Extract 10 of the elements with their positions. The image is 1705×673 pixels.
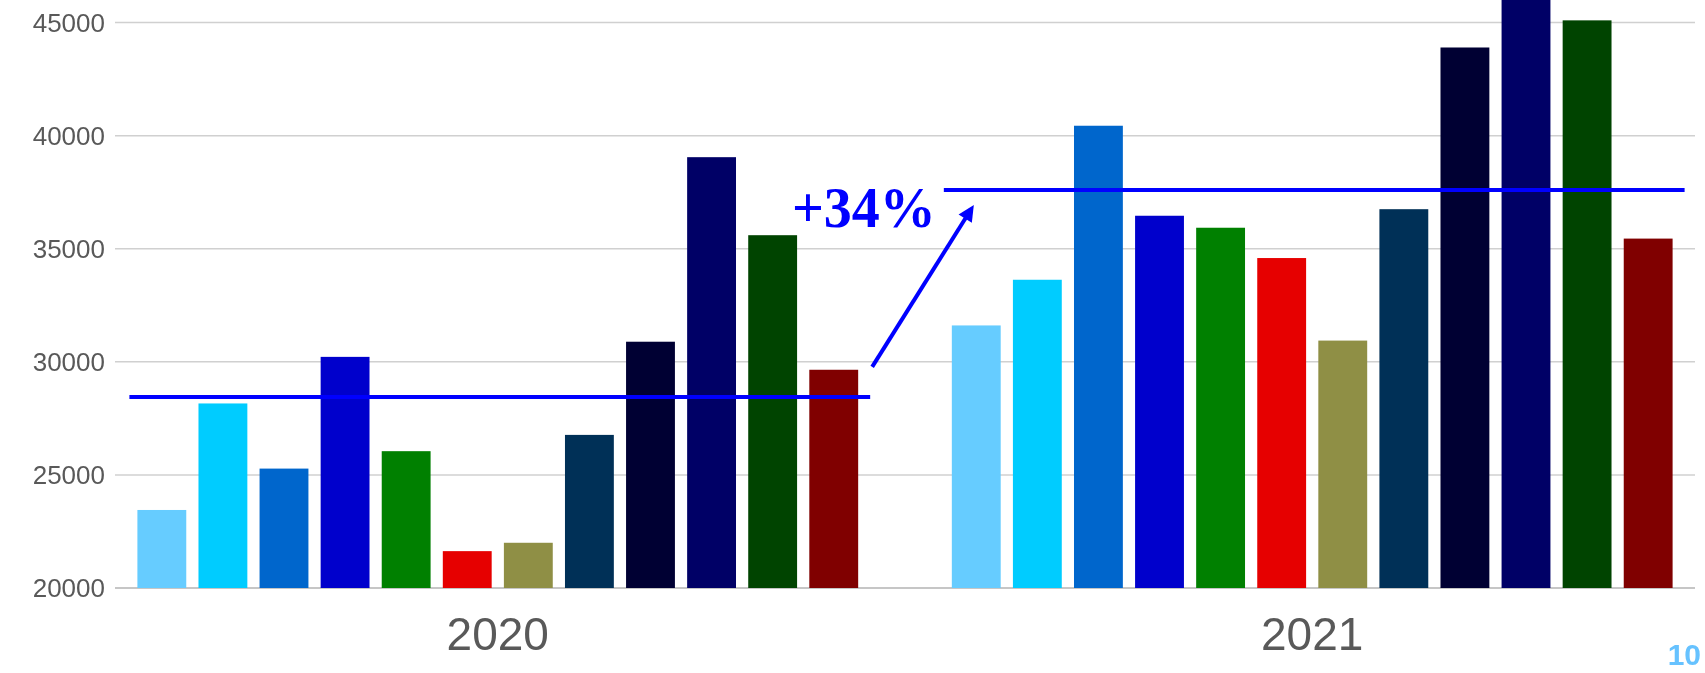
y-tick-label: 20000 [32,573,105,604]
y-tick-label: 25000 [32,460,105,491]
y-tick-label: 35000 [32,233,105,264]
annotation: +34% [791,176,936,239]
x-tick-label: 2020 [446,608,549,660]
y-tick-label: 45000 [32,7,105,38]
y-tick-label: 30000 [32,346,105,377]
text: 10 [1667,638,1701,671]
y-tick-label: 40000 [32,120,105,151]
x-tick-label: 2021 [1261,608,1364,660]
